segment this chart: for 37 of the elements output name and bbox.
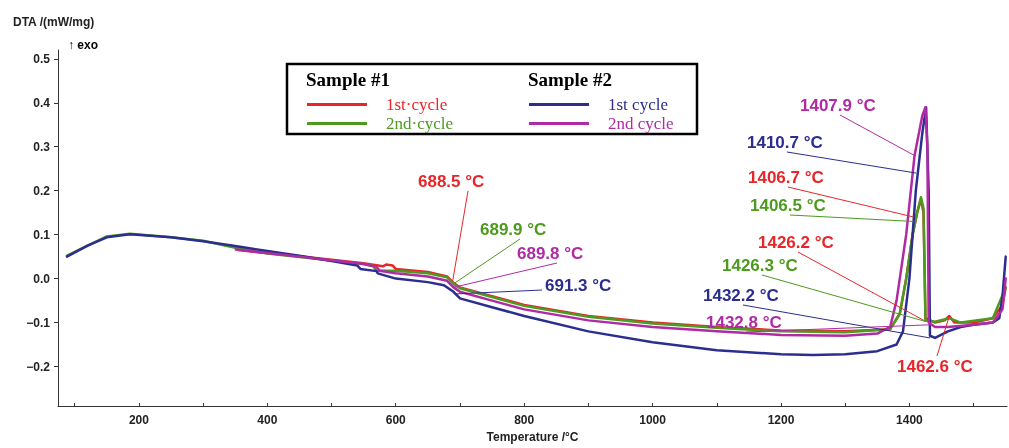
x-tick-label: 600 [385, 413, 407, 428]
x-tick-label: 1200 [767, 413, 795, 428]
y-tick-label: −0.1 [26, 315, 51, 330]
legend-label: 2nd·cycle [386, 114, 454, 133]
x-tick-label: 1400 [896, 413, 924, 428]
y-tick-label: −0.2 [26, 359, 51, 374]
y-tick-label: 0.1 [33, 227, 51, 242]
y-axis-title: DTA /(mW/mg) [13, 15, 95, 29]
annotation: 1462.6 °C [897, 356, 973, 376]
annotation: 689.8 °C [517, 243, 584, 263]
legend-label: 1st·cycle [386, 95, 448, 114]
y-tick-label: 0.0 [33, 271, 51, 286]
legend-label: 1st cycle [608, 95, 668, 114]
y-tick-label: 0.4 [33, 95, 51, 110]
annotation: 1426.3 °C [722, 255, 798, 275]
y-tick-label: 0.5 [33, 51, 51, 66]
x-tick-label: 1000 [639, 413, 667, 428]
x-tick-label: 200 [128, 413, 150, 428]
annotation: 688.5 °C [418, 171, 485, 191]
annotation: 1426.2 °C [758, 232, 834, 252]
annotation: 1432.8 °C [706, 312, 782, 332]
y-tick-label: 0.3 [33, 139, 51, 154]
annotation: 1407.9 °C [800, 95, 876, 115]
annotation: 1406.7 °C [748, 167, 824, 187]
y-tick-label: 0.2 [33, 183, 51, 198]
annotation: Sample #1 [306, 68, 390, 90]
x-tick-label: 800 [514, 413, 535, 428]
annotation: 1410.7 °C [747, 132, 823, 152]
x-tick-label: 400 [257, 413, 278, 428]
annotation: 689.9 °C [480, 219, 547, 239]
annotation: 1406.5 °C [750, 195, 826, 215]
annotation: ↑ exo [68, 38, 99, 52]
annotation: 1432.2 °C [703, 285, 779, 305]
x-axis-title: Temperature /°C [486, 430, 579, 444]
annotation: 691.3 °C [545, 275, 612, 295]
legend-label: 2nd cycle [608, 114, 674, 133]
annotation: Sample #2 [528, 68, 612, 90]
